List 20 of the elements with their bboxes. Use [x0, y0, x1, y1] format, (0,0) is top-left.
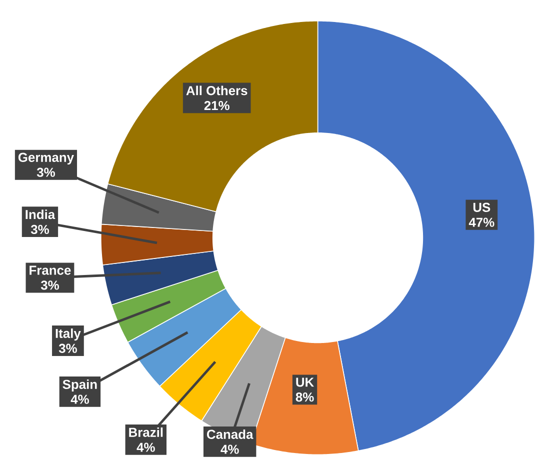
- slice-label: Brazil: [129, 428, 163, 438]
- data-label: 3%: [36, 168, 55, 178]
- data-label: 8%: [296, 392, 314, 402]
- data-label: 21%: [204, 101, 230, 110]
- slice-label: Italy: [56, 328, 81, 341]
- data-label: 3%: [58, 344, 77, 354]
- data-label: 3%: [30, 225, 49, 234]
- slice-label: India: [26, 210, 56, 220]
- slice-label: France: [30, 266, 71, 275]
- slice-label: Spain: [62, 380, 97, 392]
- data-label: 4%: [220, 444, 239, 454]
- data-label: 4%: [136, 442, 155, 452]
- data-label: 3%: [40, 280, 59, 290]
- slice-label: Canada: [206, 430, 254, 440]
- slice-label: UK: [296, 378, 314, 387]
- slice-label: US: [473, 202, 490, 212]
- slice-label: Germany: [18, 152, 74, 165]
- data-label: 47%: [468, 218, 494, 228]
- slice-label: All Others: [186, 86, 248, 96]
- data-label: 4%: [70, 394, 89, 404]
